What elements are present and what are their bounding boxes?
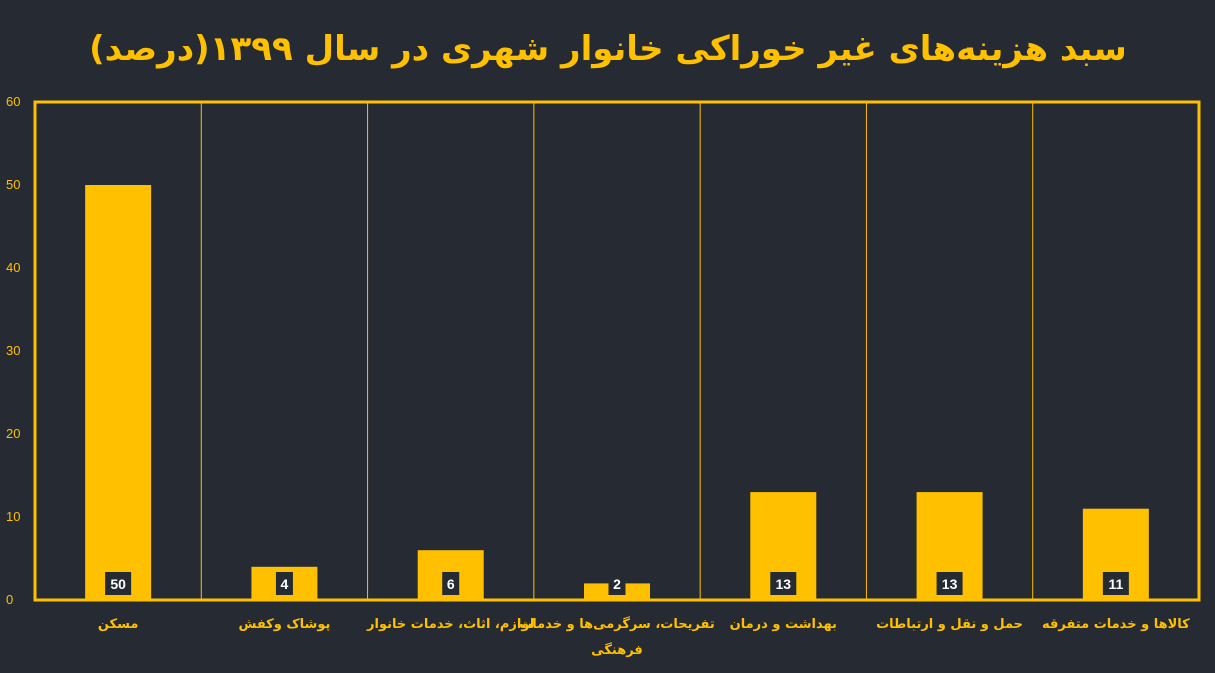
y-tick-label: 0 — [6, 592, 13, 607]
x-tick-label: لوازم، اثاث، خدمات خانوار — [366, 617, 534, 632]
x-tick-label: تفریحات، سرگرمی‌ها و خدمات فرهنگی — [519, 616, 715, 658]
y-tick-label: 20 — [6, 426, 20, 441]
bar — [85, 185, 152, 600]
bars: 50 4 6 2 13 13 11 — [85, 185, 1149, 600]
data-label-bg — [770, 572, 797, 595]
y-tick-label: 60 — [6, 94, 20, 109]
y-tick-label: 40 — [6, 260, 20, 275]
y-tick-label: 50 — [6, 177, 20, 192]
data-label: 50 — [110, 576, 126, 592]
x-tick-label: پوشاک وکفش — [238, 617, 330, 632]
data-label: 11 — [1108, 576, 1123, 592]
data-label-bg — [1102, 572, 1129, 595]
data-label-bg — [608, 572, 626, 595]
data-label: 6 — [447, 576, 455, 592]
data-label-bg — [105, 572, 132, 595]
data-label-bg — [275, 572, 293, 595]
y-tick-label: 30 — [6, 343, 20, 358]
data-label-bg — [936, 572, 963, 595]
x-tick-label: بهداشت و درمان — [730, 617, 837, 632]
data-label: 13 — [942, 576, 958, 592]
data-label-bg — [442, 572, 460, 595]
plot-border — [33, 100, 1201, 602]
y-axis: 0 10 20 30 40 50 60 — [6, 94, 20, 607]
y-tick-label: 10 — [6, 509, 20, 524]
x-tick-label: مسکن — [98, 617, 139, 632]
chart-title: سبد هزینه‌های غیر خوراکی خانوار شهری در … — [89, 29, 1127, 69]
data-label: 13 — [775, 576, 791, 592]
x-axis: مسکن پوشاک وکفش لوازم، اثاث، خدمات خانوارت… — [98, 616, 1190, 658]
plot-area — [33, 100, 1201, 602]
x-tick-label: کالاها و خدمات متفرقه — [1042, 617, 1190, 632]
data-label: 4 — [281, 576, 289, 592]
data-label: 2 — [613, 576, 621, 592]
x-tick-label: حمل و نقل و ارتباطات — [876, 617, 1023, 632]
